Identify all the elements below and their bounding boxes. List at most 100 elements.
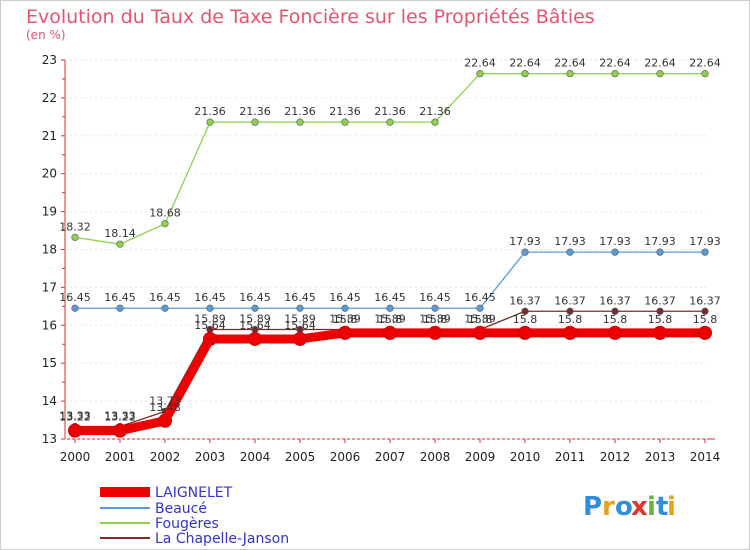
x-tick-label: 2013 [645, 450, 676, 464]
data-label: 15.64 [284, 319, 316, 332]
logo-letter: i [667, 492, 676, 522]
logo-letter: P [583, 492, 602, 522]
data-label: 18.68 [149, 207, 181, 220]
data-point [296, 118, 304, 126]
data-label: 17.93 [644, 235, 676, 248]
data-point [476, 304, 484, 312]
data-point [386, 118, 394, 126]
data-point [656, 307, 664, 315]
data-label: 16.45 [59, 291, 91, 304]
data-point [206, 304, 214, 312]
data-point [161, 304, 169, 312]
data-label: 16.45 [194, 291, 226, 304]
data-label: 15.8 [603, 313, 628, 326]
data-point [341, 304, 349, 312]
x-tick-label: 2008 [420, 450, 451, 464]
data-label: 15.64 [194, 319, 226, 332]
data-label: 15.89 [194, 312, 226, 325]
data-point [521, 70, 529, 78]
data-label: 16.45 [284, 291, 316, 304]
data-point [431, 118, 439, 126]
data-point [701, 70, 709, 78]
data-point [473, 325, 487, 340]
x-tick-label: 2011 [555, 450, 586, 464]
data-label: 13.33 [59, 409, 91, 422]
data-label: 22.64 [554, 57, 586, 70]
data-label: 15.64 [239, 319, 271, 332]
data-point [566, 307, 574, 315]
data-label: 22.64 [509, 57, 541, 70]
y-tick-label: 19 [42, 205, 57, 219]
x-tick-label: 2002 [150, 450, 181, 464]
y-tick-label: 13 [42, 432, 57, 446]
data-label: 15.89 [329, 312, 361, 325]
data-label: 13.22 [59, 411, 91, 424]
data-label: 21.36 [284, 105, 316, 118]
data-point [383, 325, 397, 340]
data-label: 18.14 [104, 227, 136, 240]
data-label: 16.37 [689, 294, 721, 307]
series-layer [68, 70, 712, 438]
data-point [653, 325, 667, 340]
data-label: 18.32 [59, 220, 91, 233]
data-point [71, 233, 79, 241]
data-label: 16.37 [509, 294, 541, 307]
data-label: 16.45 [239, 291, 271, 304]
y-tick-label: 17 [42, 280, 57, 294]
data-label: 15.89 [464, 312, 496, 325]
x-tick-label: 2003 [195, 450, 226, 464]
legend-label: Beaucé [155, 501, 207, 517]
data-point [428, 325, 442, 340]
data-point [701, 307, 709, 315]
data-point [701, 248, 709, 256]
logo-letter: r [602, 492, 615, 522]
data-point [521, 248, 529, 256]
data-label: 17.93 [599, 235, 631, 248]
y-tick-label: 22 [42, 91, 57, 105]
x-tick-label: 2000 [60, 450, 91, 464]
data-label: 15.8 [333, 313, 358, 326]
data-label: 15.8 [378, 313, 403, 326]
data-label: 17.93 [554, 235, 586, 248]
data-point [341, 118, 349, 126]
data-label: 13.33 [104, 409, 136, 422]
legend-label: La Chapelle-Janson [155, 531, 289, 547]
data-point [656, 70, 664, 78]
data-label: 15.8 [693, 313, 718, 326]
data-point [611, 248, 619, 256]
y-axis-unit: (en %) [26, 28, 66, 42]
logo-letter: o [615, 492, 633, 522]
x-tick-label: 2009 [465, 450, 496, 464]
data-point [296, 304, 304, 312]
data-label: 15.8 [468, 313, 493, 326]
logo-letter: t [656, 492, 668, 522]
data-point [203, 331, 217, 346]
data-label: 21.36 [194, 105, 226, 118]
x-tick-label: 2004 [240, 450, 271, 464]
data-label: 13.48 [149, 401, 181, 414]
data-label: 16.45 [419, 291, 451, 304]
data-label: 21.36 [374, 105, 406, 118]
data-label: 16.37 [644, 294, 676, 307]
chart-title: Evolution du Taux de Taxe Foncière sur l… [26, 6, 595, 28]
data-point [386, 304, 394, 312]
data-point [161, 220, 169, 228]
x-tick-label: 2012 [600, 450, 631, 464]
data-label: 21.36 [419, 105, 451, 118]
data-label: 17.93 [509, 235, 541, 248]
data-point [206, 118, 214, 126]
data-label: 15.8 [423, 313, 448, 326]
data-label: 15.8 [513, 313, 538, 326]
data-label: 22.64 [644, 57, 676, 70]
data-point [293, 331, 307, 346]
data-label: 21.36 [329, 105, 361, 118]
data-label: 13.22 [104, 411, 136, 424]
data-label: 21.36 [239, 105, 271, 118]
data-point [71, 304, 79, 312]
y-tick-label: 16 [42, 318, 57, 332]
data-label: 15.89 [419, 312, 451, 325]
data-point [566, 248, 574, 256]
